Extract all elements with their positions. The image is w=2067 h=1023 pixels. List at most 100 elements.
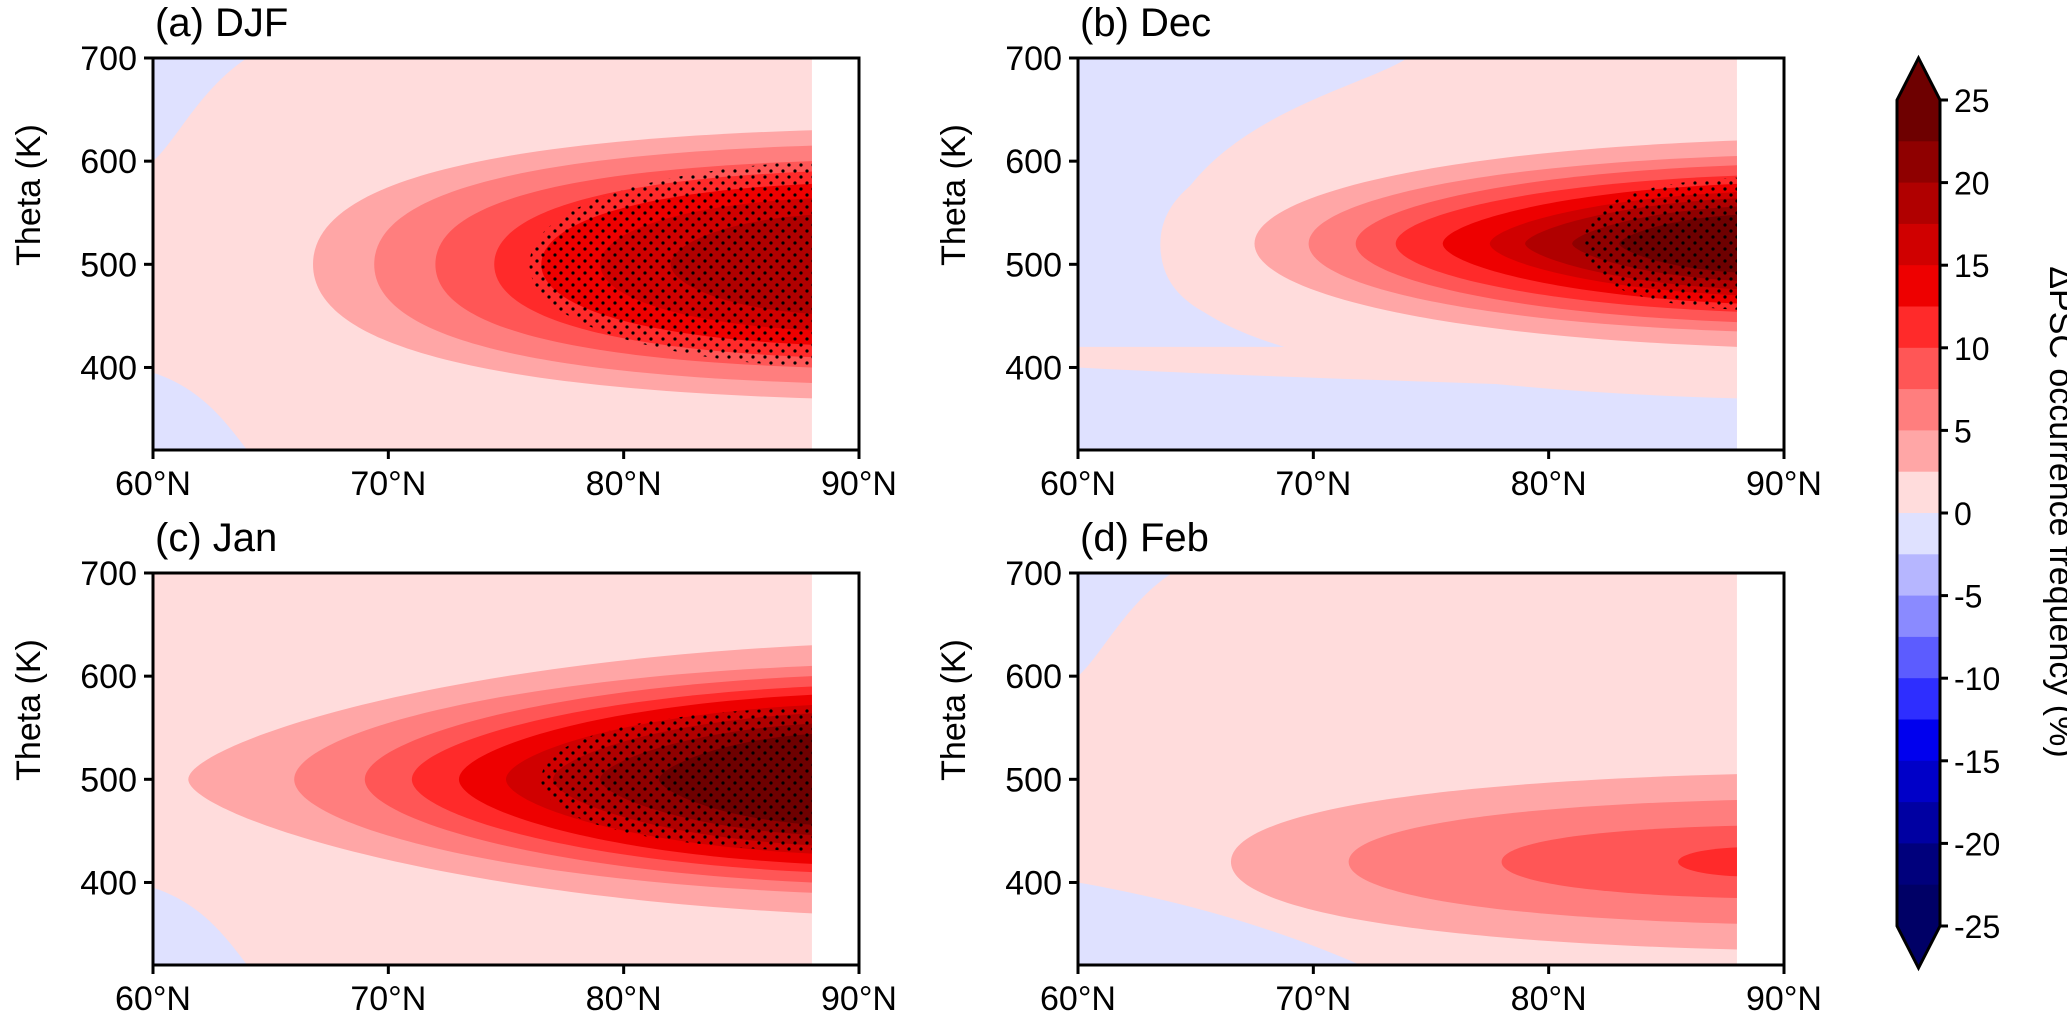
plot-area: 60°N 70°N 80°N 90°N 400 500 600 700 <box>80 40 897 503</box>
colorbar-bin <box>1897 306 1940 349</box>
colorbar-tick-label: 15 <box>1954 248 1990 284</box>
negative-region <box>153 887 248 965</box>
x-tick-label: 90°N <box>821 980 897 1018</box>
contour-field <box>153 573 812 965</box>
x-tick-label: 70°N <box>350 980 426 1018</box>
colorbar-bin <box>1897 347 1940 390</box>
panel-title: (b) Dec <box>1080 1 1211 45</box>
negative-region <box>1078 573 1173 677</box>
x-tick-label: 90°N <box>1746 980 1822 1018</box>
colorbar-tick-label: -10 <box>1954 661 2000 697</box>
x-tick-label: 70°N <box>1275 980 1351 1018</box>
y-tick-label: 700 <box>80 40 137 78</box>
significance-stipple <box>541 707 812 852</box>
panel-title: (a) DJF <box>155 1 288 45</box>
panel-title: (d) Feb <box>1080 516 1209 560</box>
colorbar-bin <box>1897 223 1940 266</box>
colorbar-bin <box>1897 884 1940 927</box>
colorbar-bin <box>1897 182 1940 225</box>
x-tick-label: 70°N <box>1275 465 1351 503</box>
y-tick-label: 500 <box>1005 246 1062 284</box>
y-axis-label: Theta (K) <box>935 124 973 266</box>
x-tick-label: 80°N <box>1511 980 1587 1018</box>
axes-frame <box>151 571 861 967</box>
colorbar-extend-bottom <box>1897 926 1940 968</box>
y-tick-label: 400 <box>1005 864 1062 902</box>
colorbar-tick-label: 25 <box>1954 83 1990 119</box>
negative-region <box>153 372 248 450</box>
y-axis-label: Theta (K) <box>935 639 973 781</box>
plot-area: 60°N 70°N 80°N 90°N 400 500 600 700 <box>1005 40 1822 503</box>
y-tick-label: 600 <box>1005 143 1062 181</box>
colorbar-bin <box>1897 636 1940 679</box>
panel-a-djf: (a) DJF Theta (K) 60°N 70°N 80°N 90°N 400 500… <box>10 1 897 503</box>
negative-region <box>1078 882 1361 965</box>
axes-frame <box>1076 56 1786 452</box>
colorbar-bin <box>1897 595 1940 638</box>
panel-b-dec: (b) Dec Theta (K) 60°N 70°N 80°N 90°N 400 500… <box>935 1 1822 503</box>
y-tick-label: 700 <box>1005 40 1062 78</box>
axes-frame <box>151 56 861 452</box>
y-tick-label: 500 <box>80 246 137 284</box>
plot-area: 60°N 70°N 80°N 90°N 400 500 600 700 <box>80 555 897 1018</box>
colorbar-bin <box>1897 719 1940 762</box>
contour-field <box>153 58 812 450</box>
y-tick-label: 500 <box>80 761 137 799</box>
y-tick-label: 600 <box>1005 658 1062 696</box>
panel-c-jan: (c) Jan Theta (K) 60°N 70°N 80°N 90°N 400 500… <box>10 516 897 1018</box>
plot-area: 60°N 70°N 80°N 90°N 400 500 600 700 <box>1005 555 1822 1018</box>
y-axis-label: Theta (K) <box>10 639 48 781</box>
colorbar-tick-label: 10 <box>1954 331 1990 367</box>
colorbar-bin <box>1897 100 1940 142</box>
negative-region <box>1078 58 1408 347</box>
contour-level-7 <box>1501 825 1737 898</box>
y-tick-label: 400 <box>80 864 137 902</box>
colorbar-tick-label: -20 <box>1954 826 2000 862</box>
colorbar-bin <box>1897 513 1940 555</box>
colorbar-ticks: 25 20 15 10 5 0 -5 -10 -15 -20 -25 <box>1940 83 2000 945</box>
colorbar-bin <box>1897 389 1940 431</box>
x-tick-label: 90°N <box>821 465 897 503</box>
x-tick-label: 80°N <box>586 465 662 503</box>
colorbar-tick-label: 5 <box>1954 413 1972 449</box>
colorbar-bin <box>1897 802 1940 844</box>
x-tick-label: 90°N <box>1746 465 1822 503</box>
y-axis-label: Theta (K) <box>10 124 48 266</box>
colorbar-bin <box>1897 430 1940 473</box>
contour-field <box>1078 58 1737 450</box>
x-tick-label: 70°N <box>350 465 426 503</box>
colorbar-bin <box>1897 141 1940 184</box>
colorbar-label: ΔPSC occurrence frequency (%) <box>2042 266 2067 757</box>
panel-d-feb: (d) Feb Theta (K) 60°N 70°N 80°N 90°N 400 500… <box>935 516 1822 1018</box>
y-tick-label: 600 <box>80 658 137 696</box>
y-tick-label: 700 <box>1005 555 1062 593</box>
x-tick-label: 80°N <box>586 980 662 1018</box>
y-tick-label: 600 <box>80 143 137 181</box>
x-tick-label: 60°N <box>115 980 191 1018</box>
x-tick-label: 60°N <box>1040 980 1116 1018</box>
negative-region <box>153 58 248 162</box>
colorbar-bin <box>1897 265 1940 307</box>
colorbar: 25 20 15 10 5 0 -5 -10 -15 -20 -25 ΔPSC occurrence… <box>1895 54 2067 972</box>
x-tick-label: 60°N <box>1040 465 1116 503</box>
panel-title: (c) Jan <box>155 516 277 560</box>
colorbar-extend-top <box>1897 58 1940 100</box>
y-tick-label: 400 <box>1005 349 1062 387</box>
significance-stipple <box>529 161 812 368</box>
colorbar-bin <box>1897 678 1940 720</box>
y-tick-label: 400 <box>80 349 137 387</box>
colorbar-tick-label: 20 <box>1954 166 1990 202</box>
significance-stipple <box>1583 177 1737 310</box>
colorbar-bins <box>1895 54 1942 972</box>
contour-level-10 <box>1678 847 1737 877</box>
contour-field <box>1078 573 1737 965</box>
axes-frame <box>1076 571 1786 967</box>
y-tick-label: 700 <box>80 555 137 593</box>
colorbar-bin <box>1897 843 1940 886</box>
x-tick-label: 60°N <box>115 465 191 503</box>
colorbar-tick-label: -25 <box>1954 909 2000 945</box>
colorbar-bin <box>1897 760 1940 803</box>
colorbar-tick-label: 0 <box>1954 496 1972 532</box>
colorbar-bin <box>1897 554 1940 597</box>
x-tick-label: 80°N <box>1511 465 1587 503</box>
